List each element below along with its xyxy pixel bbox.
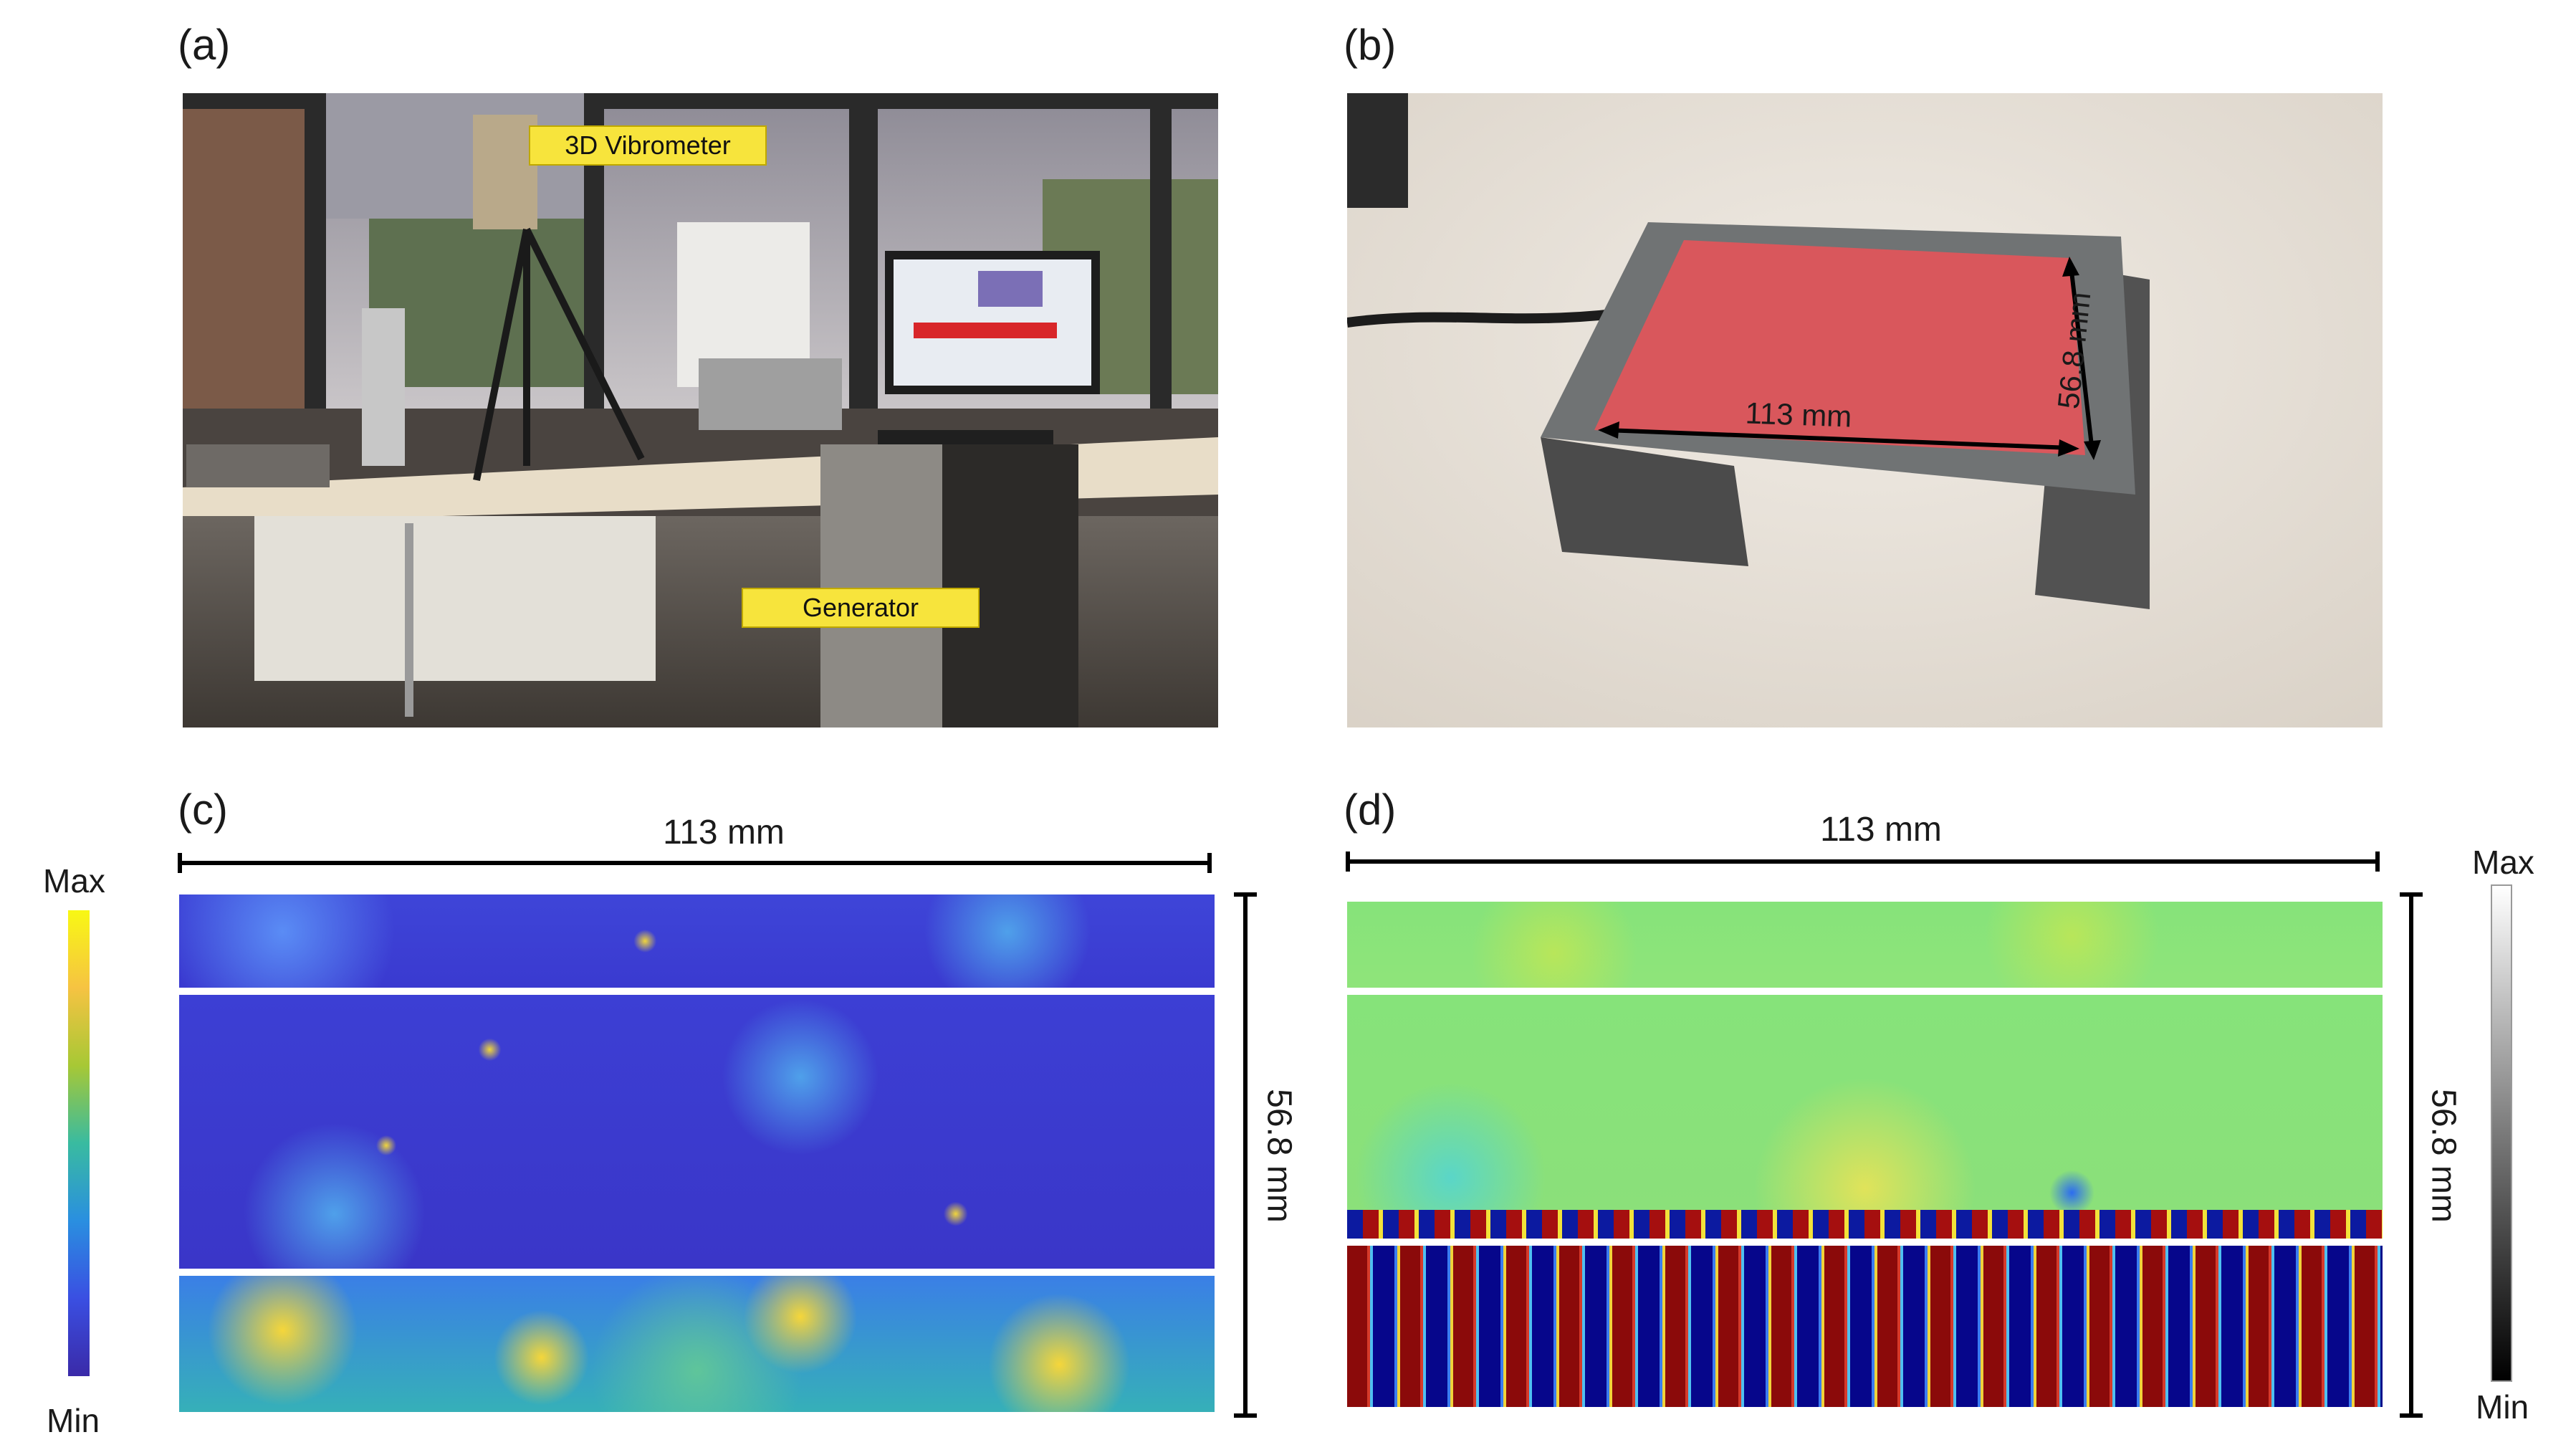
d-height-label: 56.8 mm bbox=[2424, 1089, 2463, 1223]
d-height-arrow bbox=[2400, 892, 2423, 1418]
heatmap-c-strip-bottom bbox=[179, 1276, 1215, 1412]
panel-d-label: (d) bbox=[1344, 786, 1397, 834]
panel-b-label: (b) bbox=[1344, 21, 1397, 69]
colorbar-c bbox=[68, 910, 90, 1376]
plate-photo: 113 mm 56.8 mm bbox=[1347, 93, 2383, 728]
heatmap-d-strip-top bbox=[1347, 902, 2383, 988]
d-width-arrow bbox=[1346, 851, 2380, 872]
heatmap-c bbox=[179, 895, 1215, 1412]
colorbar-c-min: Min bbox=[47, 1402, 100, 1439]
heatmap-d-fringe bbox=[1347, 1210, 2383, 1239]
d-separator-1 bbox=[1347, 988, 2383, 995]
c-width-arrow bbox=[178, 853, 1212, 873]
heatmap-c-strip-mid bbox=[179, 995, 1215, 1269]
c-height-arrow bbox=[1234, 892, 1257, 1418]
heatmap-d-strip-bottom bbox=[1347, 1246, 2383, 1407]
d-width-label: 113 mm bbox=[1820, 811, 1942, 849]
heatmap-d-strip-mid bbox=[1347, 995, 2383, 1210]
colorbar-d-min: Min bbox=[2476, 1388, 2529, 1426]
c-separator-2 bbox=[179, 1269, 1215, 1276]
panel-a-label: (a) bbox=[178, 21, 231, 69]
lab-setup-illustration bbox=[183, 93, 1218, 728]
lab-setup-photo: 3D Vibrometer Generator bbox=[183, 93, 1218, 728]
vibrometer-annotation: 3D Vibrometer bbox=[529, 125, 767, 166]
colorbar-c-max: Max bbox=[43, 862, 105, 900]
plate-width-dim: 113 mm bbox=[1744, 396, 1853, 434]
c-height-label: 56.8 mm bbox=[1260, 1089, 1298, 1223]
plate-illustration bbox=[1347, 93, 2383, 728]
heatmap-c-strip-top bbox=[179, 895, 1215, 988]
colorbar-d-max: Max bbox=[2472, 844, 2534, 881]
panel-c-label: (c) bbox=[178, 786, 228, 834]
c-width-label: 113 mm bbox=[663, 814, 785, 851]
plate-red-region bbox=[1594, 240, 2085, 455]
generator-annotation: Generator bbox=[742, 588, 980, 628]
colorbar-d bbox=[2491, 884, 2512, 1382]
c-separator-1 bbox=[179, 988, 1215, 995]
heatmap-d bbox=[1347, 902, 2383, 1407]
d-separator-2 bbox=[1347, 1239, 2383, 1246]
